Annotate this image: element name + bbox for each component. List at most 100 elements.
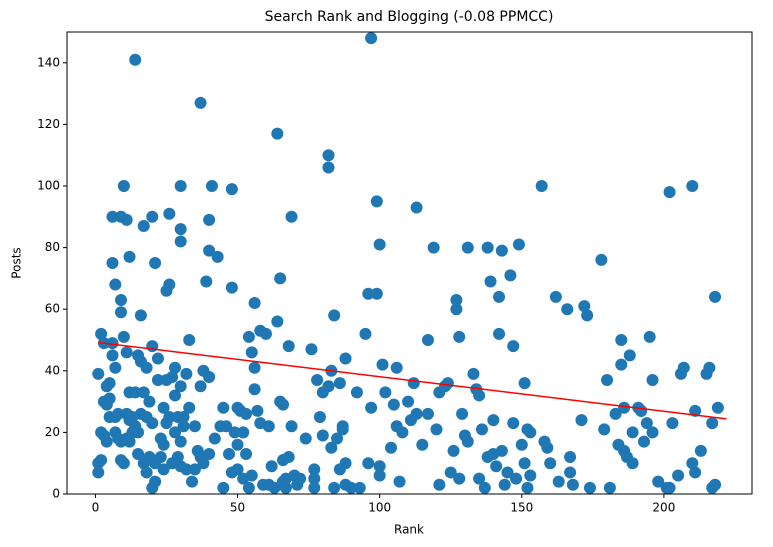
x-tick-label: 200 [652, 501, 675, 515]
point [117, 457, 130, 470]
point [549, 290, 562, 303]
point [407, 377, 420, 390]
point [609, 407, 622, 420]
point [663, 481, 676, 494]
point [211, 250, 224, 263]
point [203, 244, 216, 257]
point [259, 327, 272, 340]
point [308, 481, 321, 494]
point [103, 377, 116, 390]
point [123, 435, 136, 448]
point [566, 478, 579, 491]
point [495, 244, 508, 257]
point [703, 361, 716, 374]
point [169, 426, 182, 439]
x-tick-label: 150 [510, 501, 533, 515]
point [416, 438, 429, 451]
point [618, 401, 631, 414]
plot-frame [66, 31, 753, 495]
point [171, 451, 184, 464]
point [544, 457, 557, 470]
point [146, 417, 159, 430]
point [316, 429, 329, 442]
point [223, 447, 236, 460]
point [450, 303, 463, 316]
point [626, 457, 639, 470]
point [359, 327, 372, 340]
point [362, 457, 375, 470]
point [373, 238, 386, 251]
point [385, 441, 398, 454]
point [117, 330, 130, 343]
trend-line [98, 341, 727, 420]
point [535, 180, 548, 192]
point [666, 417, 679, 430]
point [521, 481, 534, 494]
point [277, 398, 290, 411]
point [200, 275, 213, 288]
point [242, 481, 255, 494]
point [146, 210, 159, 223]
point [157, 438, 170, 451]
point [709, 290, 722, 303]
point [169, 389, 182, 402]
y-tick-label: 60 [45, 302, 60, 316]
point [268, 481, 281, 494]
point [635, 404, 648, 417]
point [140, 466, 153, 479]
point [274, 272, 287, 285]
x-tick-label: 50 [230, 501, 245, 515]
y-axis-label: Posts [10, 247, 24, 278]
point [481, 241, 494, 254]
point [333, 377, 346, 390]
point [245, 469, 258, 482]
point [350, 386, 363, 399]
point [430, 423, 443, 436]
point [174, 180, 187, 192]
point [686, 457, 699, 470]
point [106, 337, 119, 350]
point [279, 481, 292, 494]
point [507, 340, 520, 353]
point [188, 463, 201, 476]
point [282, 451, 295, 464]
point [626, 426, 639, 439]
point [487, 414, 500, 427]
point [285, 420, 298, 433]
point [447, 444, 460, 457]
point [501, 466, 514, 479]
y-tick-label: 40 [45, 363, 60, 377]
point [203, 213, 216, 226]
point [180, 367, 193, 380]
point [510, 472, 523, 485]
point [689, 404, 702, 417]
point [663, 186, 676, 199]
point [299, 432, 312, 445]
point [157, 463, 170, 476]
point [643, 330, 656, 343]
point [711, 401, 724, 414]
point [103, 392, 116, 405]
point [564, 451, 577, 464]
point [237, 426, 250, 439]
point [225, 183, 238, 196]
point [484, 275, 497, 288]
point [601, 374, 614, 387]
point [203, 447, 216, 460]
point [163, 411, 176, 423]
point [402, 395, 415, 408]
point [203, 370, 216, 383]
point [166, 370, 179, 383]
point [120, 346, 133, 359]
point [493, 327, 506, 340]
point [365, 401, 378, 414]
point [137, 220, 150, 233]
point [709, 478, 722, 491]
point [92, 466, 105, 479]
point [308, 472, 321, 485]
point [157, 401, 170, 414]
point [143, 395, 156, 408]
point [163, 278, 176, 291]
y-tick-label: 0 [52, 487, 60, 501]
